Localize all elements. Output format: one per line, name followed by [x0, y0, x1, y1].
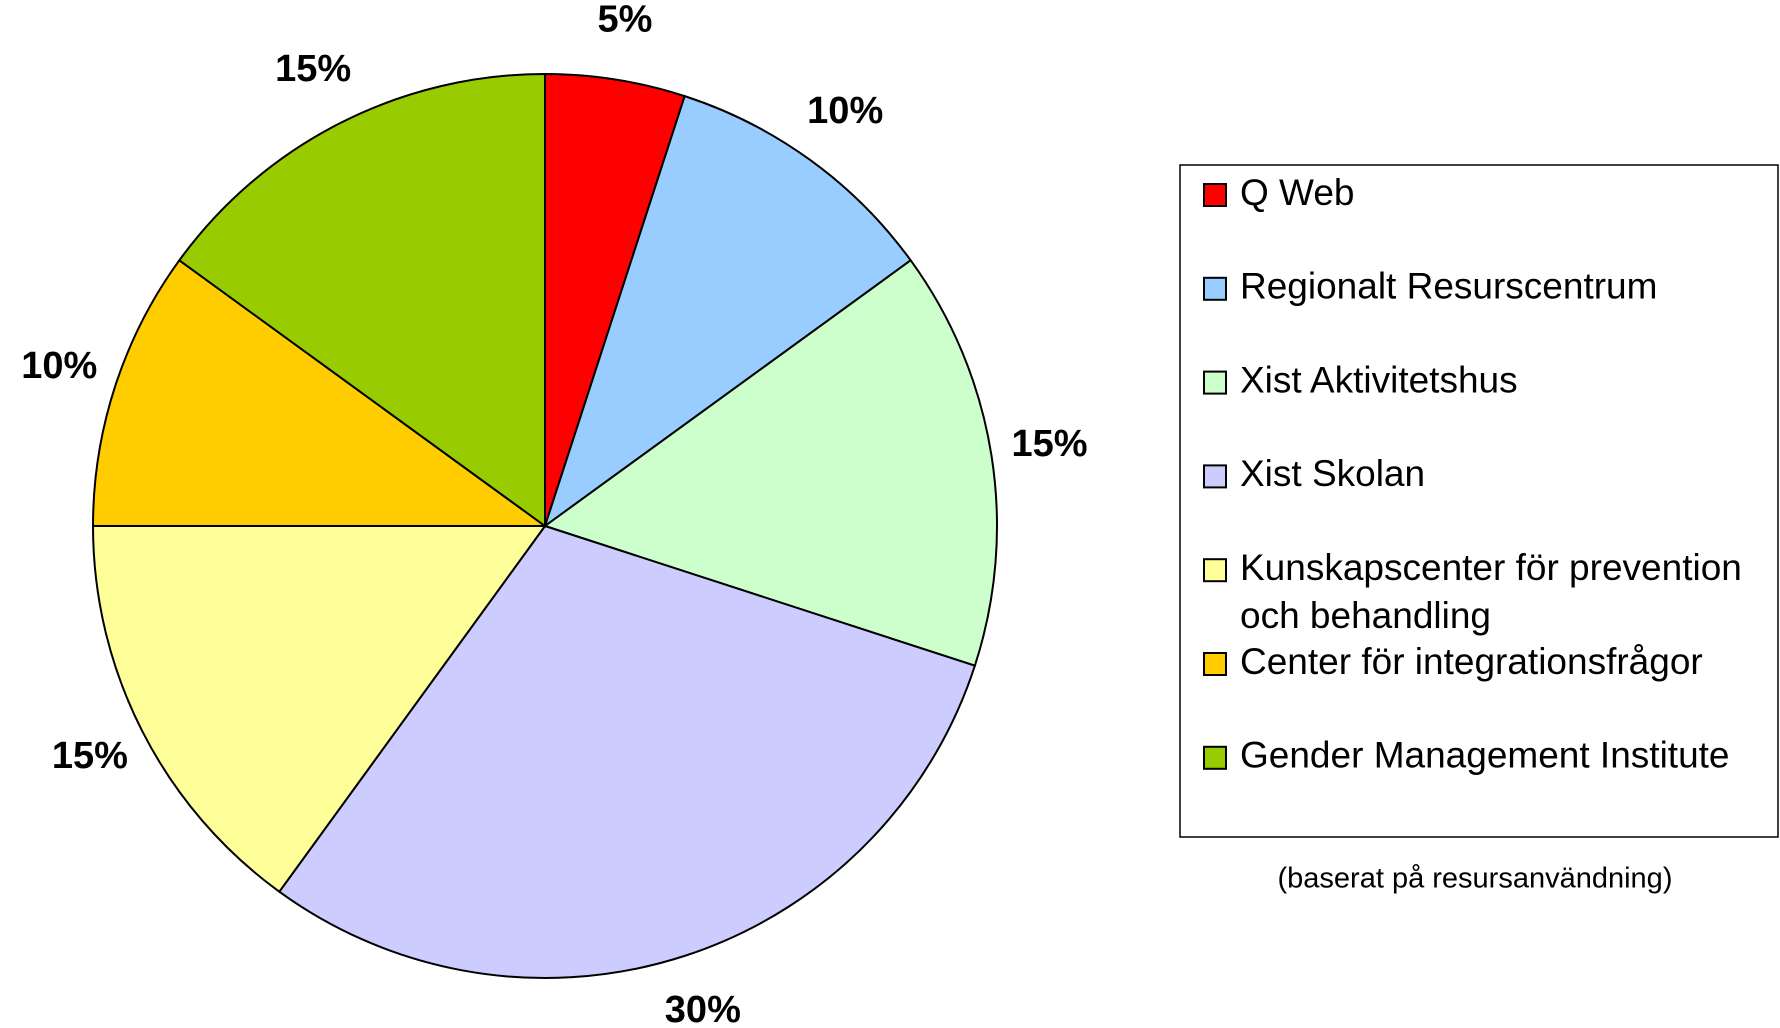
- data-label: 15%: [1011, 423, 1087, 465]
- data-label: 10%: [21, 345, 97, 387]
- legend-label: Gender Management Institute: [1240, 735, 1730, 776]
- legend-label: Regionalt Resurscentrum: [1240, 266, 1657, 307]
- pie-slice: [542, 258, 998, 667]
- note: (baserat på resursanvändning): [1278, 863, 1673, 895]
- legend-label: Xist Skolan: [1240, 453, 1425, 494]
- legend-swatch: [1203, 183, 1227, 207]
- pie-slice: [543, 94, 913, 529]
- pie-slice: [177, 72, 546, 528]
- data-label: 15%: [275, 48, 351, 90]
- legend-label: Center för integrationsfrågor: [1240, 641, 1703, 682]
- legend-box: [1179, 164, 1779, 838]
- legend-swatch: [1203, 652, 1227, 676]
- legend-label: Xist Aktivitetshus: [1240, 359, 1518, 400]
- pie-slice: [91, 525, 547, 894]
- legend-label: Q Web: [1240, 172, 1354, 213]
- legend-swatch: [1203, 464, 1227, 489]
- legend-label-line: Kunskapscenter för prevention: [1240, 547, 1742, 588]
- legend-swatch: [1203, 558, 1227, 583]
- pie-slice: [277, 524, 977, 979]
- legend-label: Kunskapscenter för prevention och behandl…: [1240, 547, 1742, 636]
- pie-slice: [91, 258, 549, 527]
- data-label: 15%: [52, 735, 128, 777]
- legend-swatch: [1203, 276, 1227, 301]
- pie-slice: [544, 72, 686, 527]
- legend-label-line: och behandling: [1240, 595, 1491, 636]
- legend-swatch: [1203, 370, 1227, 395]
- legend-swatch: [1203, 745, 1227, 770]
- data-label: 10%: [807, 90, 883, 132]
- data-label: 30%: [665, 989, 741, 1028]
- data-label: 5%: [597, 0, 652, 41]
